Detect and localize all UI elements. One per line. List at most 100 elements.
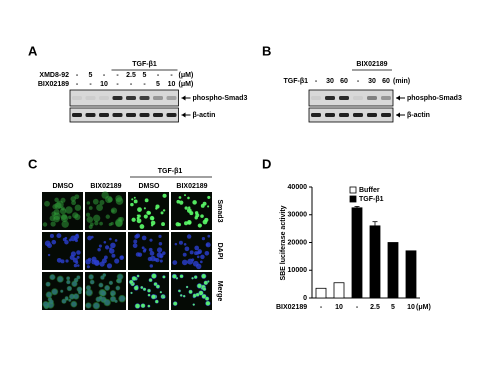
legend-label: Buffer xyxy=(359,187,380,194)
row-label: TGF-β1 xyxy=(284,78,309,85)
bar xyxy=(387,242,399,299)
nucleus xyxy=(196,255,200,259)
band xyxy=(85,96,96,100)
smad3-signal xyxy=(99,200,105,206)
y-tick-label: 30000 xyxy=(288,212,308,219)
nucleus xyxy=(60,259,65,264)
smad3-signal xyxy=(66,276,71,281)
panel-label: A xyxy=(28,43,38,58)
smad3-signal xyxy=(136,274,140,278)
lane-value: - xyxy=(76,72,79,79)
x-tick-label: - xyxy=(320,304,323,311)
nucleus xyxy=(51,239,57,245)
band xyxy=(72,96,82,100)
smad3-signal xyxy=(194,216,198,220)
nucleus xyxy=(44,240,51,247)
smad3-signal xyxy=(74,204,82,211)
lane-value: 5 xyxy=(89,72,93,79)
panel-label: D xyxy=(262,156,271,171)
nucleus xyxy=(205,242,211,248)
nucleus xyxy=(76,255,80,259)
smad3-signal xyxy=(200,203,205,208)
nucleus xyxy=(87,235,92,241)
band-label: β-actin xyxy=(407,112,430,119)
arrow-head xyxy=(396,112,400,118)
nucleus xyxy=(186,234,192,239)
smad3-signal xyxy=(162,275,166,279)
nucleus xyxy=(106,263,113,269)
band xyxy=(353,96,363,100)
nucleus xyxy=(189,250,194,255)
lane-value: 30 xyxy=(326,78,334,85)
nucleus xyxy=(135,252,141,257)
nucleus xyxy=(110,242,116,249)
nucleus xyxy=(62,237,67,242)
nucleus xyxy=(149,251,155,256)
lane-value: 30 xyxy=(368,78,376,85)
band xyxy=(99,96,109,100)
smad3-signal xyxy=(85,302,92,309)
smad3-signal xyxy=(150,224,154,227)
nucleus xyxy=(133,239,138,244)
smad3-signal xyxy=(92,198,99,205)
smad3-signal xyxy=(133,199,138,204)
smad3-signal xyxy=(131,198,134,201)
smad3-signal xyxy=(194,275,198,279)
band xyxy=(153,113,163,117)
column-label: DMSO xyxy=(53,183,75,190)
smad3-signal xyxy=(173,301,178,306)
nucleus xyxy=(148,247,153,252)
treatment-header: BIX02189 xyxy=(356,61,387,68)
bar xyxy=(333,282,345,299)
smad3-signal xyxy=(192,303,195,306)
smad3-signal xyxy=(187,221,192,225)
smad3-signal xyxy=(110,221,114,226)
row-label: Merge xyxy=(216,281,223,302)
band-label: phospho-Smad3 xyxy=(407,95,462,102)
smad3-signal xyxy=(61,220,69,228)
row-label: DAPI xyxy=(216,243,223,260)
nucleus xyxy=(65,259,69,263)
smad3-signal xyxy=(49,274,56,281)
smad3-signal xyxy=(93,214,101,222)
nucleus xyxy=(155,258,160,263)
nucleus xyxy=(149,238,153,242)
lane-value: - xyxy=(130,81,133,88)
nucleus xyxy=(70,235,77,242)
smad3-signal xyxy=(70,300,78,308)
smad3-signal xyxy=(143,287,146,291)
smad3-signal xyxy=(201,274,206,279)
band xyxy=(367,113,377,117)
smad3-signal xyxy=(89,222,94,227)
nucleus xyxy=(150,255,156,262)
nucleus xyxy=(174,242,178,246)
smad3-signal xyxy=(51,211,57,217)
nucleus xyxy=(132,243,138,249)
lane-value: 5 xyxy=(143,72,147,79)
smad3-signal xyxy=(151,273,157,279)
smad3-signal xyxy=(110,293,114,297)
nucleus xyxy=(134,234,139,239)
smad3-signal xyxy=(155,300,159,304)
band xyxy=(166,96,177,100)
unit: (μM) xyxy=(179,72,194,79)
nucleus xyxy=(183,242,187,246)
smad3-signal xyxy=(85,285,91,291)
nucleus xyxy=(159,255,163,259)
lane-value: - xyxy=(76,81,79,88)
smad3-signal xyxy=(151,294,156,299)
smad3-signal xyxy=(184,194,186,197)
nucleus xyxy=(90,235,94,239)
nucleus xyxy=(172,260,178,265)
band xyxy=(139,113,150,117)
band xyxy=(381,96,391,100)
smad3-signal xyxy=(178,196,182,199)
band xyxy=(311,96,321,100)
smad3-signal xyxy=(140,286,144,289)
lane-value: - xyxy=(157,72,160,79)
smad3-signal xyxy=(205,296,209,301)
smad3-signal xyxy=(147,289,151,293)
lane-value: - xyxy=(116,72,119,79)
smad3-signal xyxy=(72,212,79,219)
nucleus xyxy=(86,265,90,269)
